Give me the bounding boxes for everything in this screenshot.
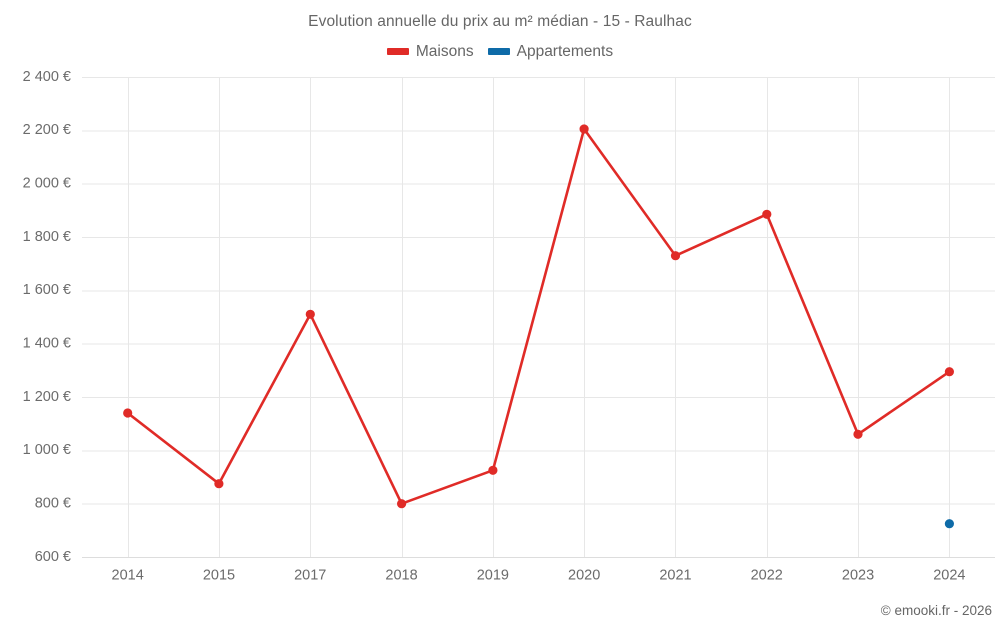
y-tick-label: 600 € (35, 549, 71, 565)
x-tick-label: 2020 (568, 568, 600, 584)
x-tick-label: 2023 (842, 568, 874, 584)
data-point-maisons[interactable] (305, 309, 315, 319)
y-tick-label: 1 600 € (23, 282, 71, 298)
data-point-maisons[interactable] (670, 251, 681, 261)
data-point-maisons[interactable] (853, 429, 863, 439)
y-tick-label: 1 800 € (23, 229, 71, 245)
legend-swatch-appartements (487, 48, 510, 56)
data-point-maisons[interactable] (488, 465, 498, 475)
x-tick-label: 2019 (477, 568, 509, 584)
x-tick-label: 2021 (659, 568, 691, 584)
y-tick-label: 2 000 € (23, 175, 71, 191)
data-point-maisons[interactable] (579, 124, 589, 134)
legend-swatch-maisons (386, 48, 409, 56)
y-tick-label: 1 000 € (23, 442, 71, 458)
x-tick-label: 2015 (203, 568, 235, 584)
chart-legend: Maisons Appartements (0, 44, 1000, 60)
y-tick-label: 2 400 € (23, 69, 71, 85)
x-tick-label: 2022 (751, 568, 783, 584)
y-tick-label: 1 200 € (23, 389, 71, 405)
x-tick-label: 2024 (933, 568, 965, 584)
legend-label-appartements: Appartements (516, 43, 614, 60)
chart-credit: © emooki.fr - 2026 (880, 603, 992, 618)
x-tick-label: 2017 (294, 568, 326, 584)
x-tick-label: 2014 (112, 568, 144, 584)
series-line-maisons (126, 127, 951, 506)
y-tick-label: 1 400 € (23, 335, 71, 351)
chart-title: Evolution annuelle du prix au m² médian … (308, 13, 692, 30)
data-point-maisons[interactable] (397, 499, 407, 509)
data-point-maisons[interactable] (214, 479, 224, 489)
legend-item-maisons[interactable]: Maisons (386, 43, 474, 60)
y-tick-label: 800 € (35, 495, 71, 511)
legend-label-maisons: Maisons (415, 43, 474, 60)
data-point-maisons[interactable] (762, 209, 772, 219)
y-tick-label: 2 200 € (23, 122, 71, 138)
data-point-maisons[interactable] (944, 367, 955, 377)
data-point-maisons[interactable] (123, 408, 133, 418)
data-point-appartements[interactable] (944, 519, 955, 529)
x-tick-label: 2018 (385, 568, 417, 584)
legend-item-appartements[interactable]: Appartements (487, 43, 614, 60)
